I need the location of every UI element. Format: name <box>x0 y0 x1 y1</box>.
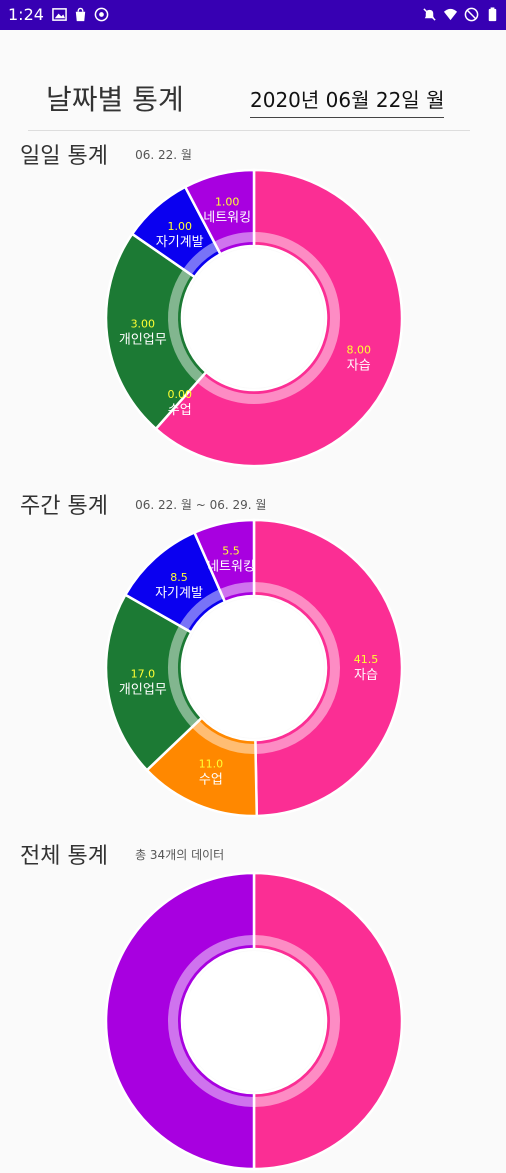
slice-category-label: 네트워킹 <box>207 559 255 574</box>
sync-icon <box>94 7 109 22</box>
pie-slice[interactable] <box>104 593 204 772</box>
slice-inner-ring <box>197 232 340 404</box>
slice-value-label: 11.0 <box>199 757 224 770</box>
slice-value-label: 5.5 <box>222 544 240 557</box>
slice-category-label: 자습 <box>347 359 371 374</box>
slice-inner-ring <box>220 582 254 599</box>
slice-category-label: 수업 <box>199 772 223 787</box>
slice-category-label: 네트워킹 <box>203 210 251 225</box>
total-stats-header: 전체 통계 총 34개의 데이터 <box>20 838 224 870</box>
weekly-donut-chart: 41.5 자습 11.0 수업 17.0 개인업무 8.5 자기계발 5.5 네트워킹 <box>104 518 404 818</box>
status-right-icons <box>422 7 500 22</box>
pie-slice[interactable] <box>154 168 404 468</box>
section-subtitle: 06. 22. 월 <box>135 147 192 162</box>
section-title: 주간 통계 <box>20 494 108 519</box>
slice-category-label: 개인업무 <box>119 683 167 698</box>
slice-value-label: 17.0 <box>131 668 156 681</box>
shopping-bag-icon <box>75 7 86 22</box>
status-bar: 1:24 <box>0 0 506 30</box>
slice-value-label: 8.00 <box>346 344 371 357</box>
slice-category-label: 자기계발 <box>155 586 203 601</box>
pie-slice[interactable] <box>183 168 256 256</box>
slice-value-label: 1.00 <box>215 195 240 208</box>
page-title: 날짜별 통계 <box>46 83 184 116</box>
status-left-icons <box>52 7 109 22</box>
section-title: 일일 통계 <box>20 144 108 169</box>
wifi-icon <box>443 8 458 21</box>
weekly-stats-header: 주간 통계 06. 22. 월 ~ 06. 29. 월 <box>20 488 266 520</box>
slice-value-label: 3.00 <box>131 318 156 331</box>
slice-category-label: 수업 <box>168 403 192 418</box>
mute-icon <box>423 8 436 21</box>
slice-category-label: 자기계발 <box>156 235 204 250</box>
slice-inner-ring <box>254 582 340 754</box>
slice-value-label: 8.5 <box>170 571 188 584</box>
slice-inner-ring <box>192 720 255 754</box>
pie-slice[interactable] <box>104 232 209 431</box>
pie-slice[interactable] <box>252 518 404 818</box>
pie-slice[interactable] <box>192 518 256 604</box>
slice-value-label: 41.5 <box>354 653 379 666</box>
daily-stats-header: 일일 통계 06. 22. 월 <box>20 138 192 170</box>
header: 날짜별 통계 2020년 06월 22일 월 <box>28 60 470 131</box>
battery-icon <box>488 7 497 22</box>
section-subtitle: 06. 22. 월 ~ 06. 29. 월 <box>135 497 267 512</box>
do-not-disturb-icon <box>464 7 479 22</box>
image-icon <box>52 8 67 21</box>
slice-inner-ring <box>168 626 199 727</box>
slice-value-label: 0.00 <box>167 388 192 401</box>
donut-center <box>184 248 324 388</box>
slice-category-label: 개인업무 <box>119 333 167 348</box>
donut-center <box>184 598 324 738</box>
section-title: 전체 통계 <box>20 844 108 869</box>
slice-inner-ring <box>168 269 204 382</box>
slice-inner-ring <box>214 232 254 251</box>
section-subtitle: 총 34개의 데이터 <box>135 847 225 862</box>
slice-inner-ring <box>183 242 219 275</box>
total-donut-chart <box>104 871 404 1171</box>
slice-category-label: 자습 <box>354 668 378 683</box>
daily-donut-chart: 8.00 자습 0.00 수업 3.00 개인업무 1.00 자기계발 1.00 네트워킹 <box>104 168 404 468</box>
slice-inner-ring <box>179 589 223 630</box>
status-time: 1:24 <box>8 5 44 24</box>
slice-value-label: 1.00 <box>167 220 192 233</box>
date-picker[interactable]: 2020년 06월 22일 월 <box>250 84 445 118</box>
donut-center <box>184 951 324 1091</box>
